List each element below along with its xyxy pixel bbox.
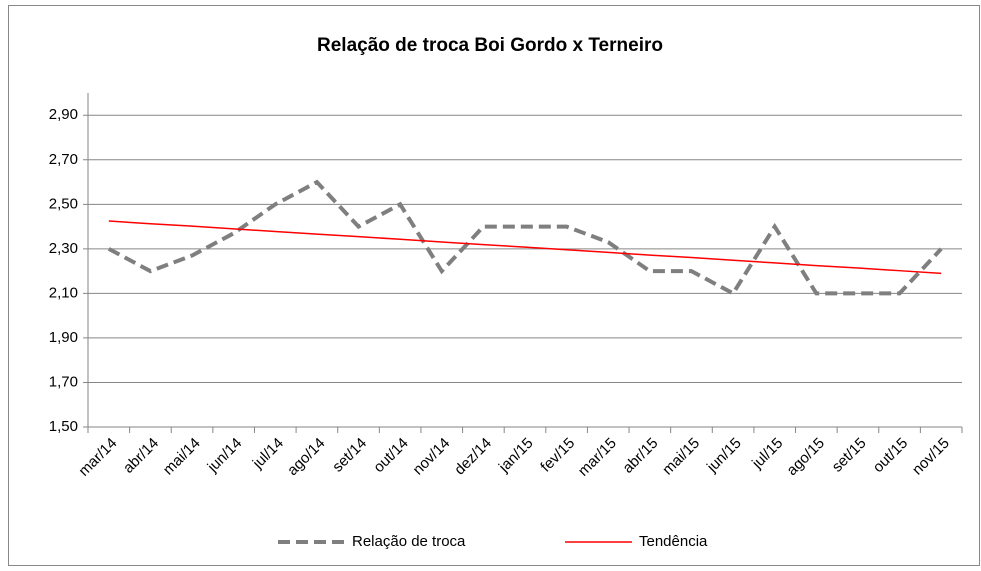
y-tick-label: 2,90 — [49, 106, 78, 123]
y-tick-label: 2,30 — [49, 240, 78, 257]
y-tick-label: 1,50 — [49, 418, 78, 435]
y-tick-label: 2,70 — [49, 151, 78, 168]
legend-label: Relação de troca — [352, 533, 466, 550]
y-tick-label: 2,10 — [49, 284, 78, 301]
y-tick-label: 2,50 — [49, 195, 78, 212]
series-line — [107, 179, 943, 297]
legend-label: Tendência — [639, 533, 708, 550]
chart-border — [8, 5, 980, 566]
series-line — [108, 220, 942, 275]
y-tick-label: 1,70 — [49, 373, 78, 390]
chart-title: Relação de troca Boi Gordo x Terneiro — [317, 35, 663, 56]
y-tick-label: 1,90 — [49, 329, 78, 346]
